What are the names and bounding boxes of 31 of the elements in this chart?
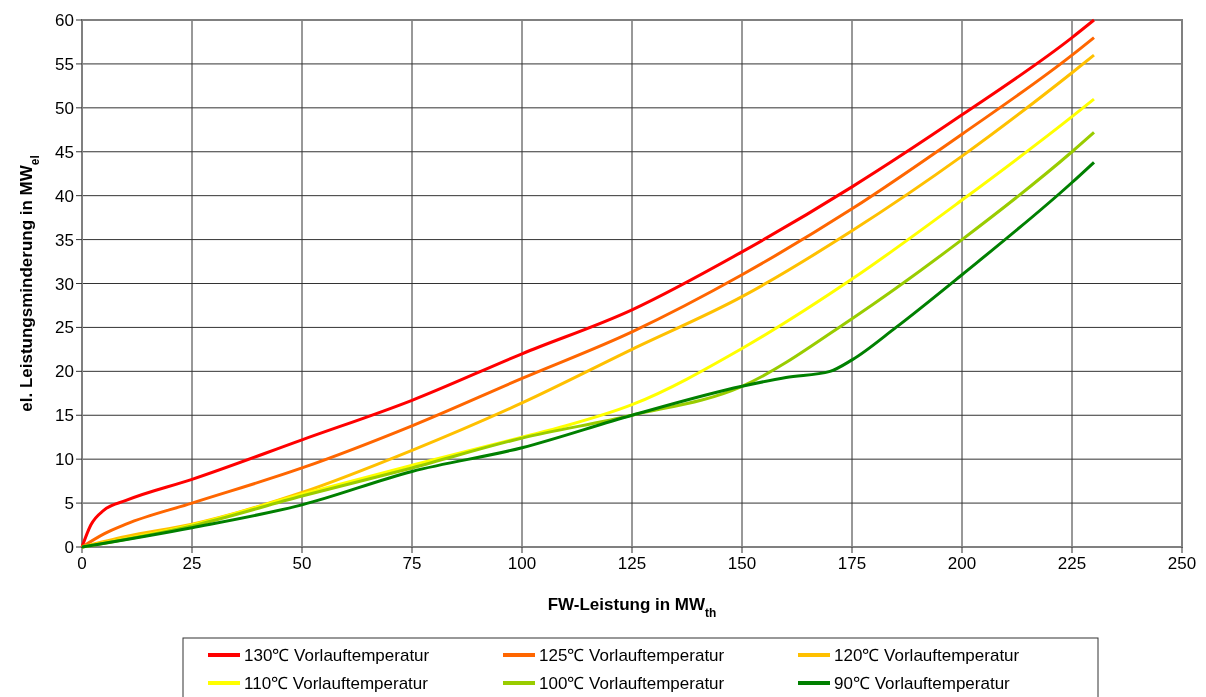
x-tick-label: 0 bbox=[77, 554, 87, 573]
y-tick-label: 60 bbox=[55, 11, 74, 30]
x-axis-title: FW-Leistung in MW$_{th}$ bbox=[547, 595, 717, 620]
y-tick-label: 20 bbox=[55, 362, 74, 382]
legend-label: 120℃ Vorlauftemperatur bbox=[834, 646, 1020, 665]
y-tick-label: 25 bbox=[55, 318, 74, 338]
y-tick-label: 55 bbox=[55, 54, 74, 74]
x-tick-label: 175 bbox=[837, 554, 867, 573]
y-tick-label: 0 bbox=[64, 538, 74, 557]
y-tick-label: 35 bbox=[55, 230, 74, 250]
y-tick-label: 5 bbox=[64, 494, 74, 514]
legend-label: 130℃ Vorlauftemperatur bbox=[244, 646, 430, 665]
x-tick-label: 100 bbox=[507, 554, 537, 573]
x-tick-label: 50 bbox=[292, 554, 312, 573]
legend-label: 110℃ Vorlauftemperatur bbox=[244, 674, 429, 693]
legend-label: 90℃ Vorlauftemperatur bbox=[834, 674, 1011, 693]
y-tick-label: 30 bbox=[55, 274, 74, 294]
x-tick-label: 225 bbox=[1057, 554, 1087, 573]
x-tick-label: 200 bbox=[947, 554, 977, 573]
y-tick-label: 10 bbox=[55, 450, 74, 470]
y-tick-label: 50 bbox=[55, 98, 74, 118]
x-tick-label: 150 bbox=[727, 554, 757, 573]
y-tick-label: 45 bbox=[55, 142, 74, 162]
x-tick-label: 125 bbox=[617, 554, 647, 573]
legend-label: 100℃ Vorlauftemperatur bbox=[539, 674, 725, 693]
x-tick-label: 25 bbox=[182, 554, 202, 573]
legend-label: 125℃ Vorlauftemperatur bbox=[539, 646, 725, 665]
x-tick-label: 250 bbox=[1167, 554, 1197, 573]
x-tick-label: 75 bbox=[402, 554, 422, 573]
y-tick-label: 15 bbox=[55, 406, 74, 426]
y-tick-label: 40 bbox=[55, 186, 74, 206]
